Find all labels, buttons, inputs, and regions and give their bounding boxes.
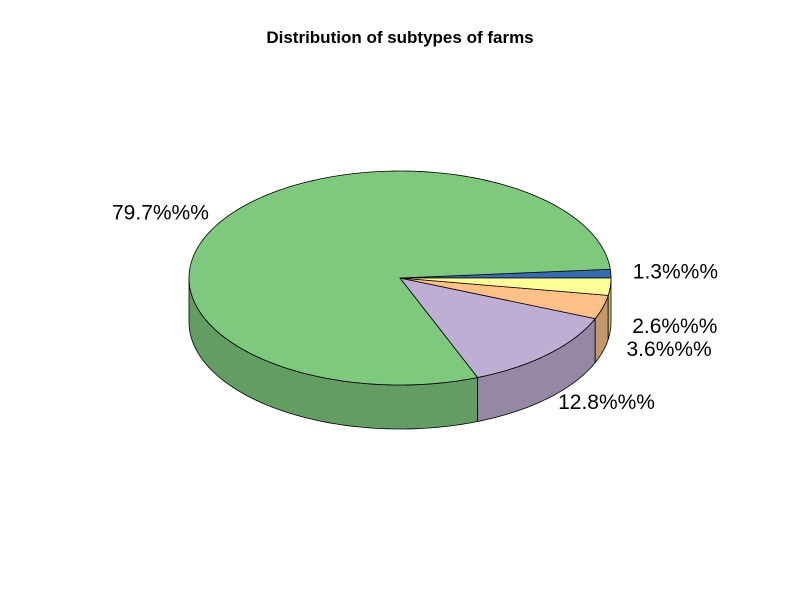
pie-slice-2-6 [399,277,612,296]
labels-layer: 1.3%%% 79.7%%% 12.8%%% 3.6%%%2.6%%% [112,202,718,415]
pie-slice-3-6 [399,277,609,320]
slice-label-79-7: 79.7%%% [112,202,209,225]
slice-label-1-3: 1.3%%% [633,261,718,284]
pie-top-faces [188,170,612,386]
slice-label-3-6: 3.6%%% [627,338,712,361]
pie-slice-12-8 [399,277,596,378]
chart-title: Distribution of subtypes of farms [266,28,533,47]
slices-layer [188,170,612,430]
slice-label-12-8: 12.8%%% [558,391,655,414]
slice-label-2-6: 2.6%%% [632,315,717,338]
